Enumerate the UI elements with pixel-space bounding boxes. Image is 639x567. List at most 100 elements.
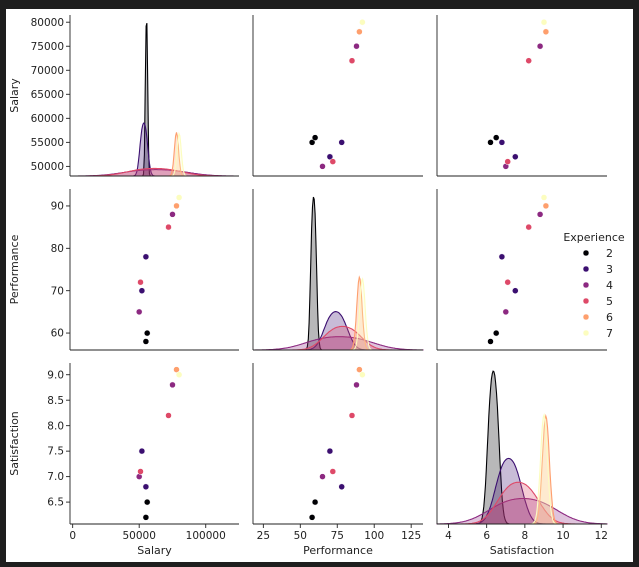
point-satisfaction-vs-performance-2 <box>326 447 334 455</box>
point-satisfaction-vs-performance-6 <box>329 468 337 475</box>
x-ticks-performance: 25 50 75 100 125 <box>257 524 421 542</box>
point-satisfaction-vs-performance-4 <box>319 473 326 480</box>
x-tick-label: 75 <box>331 530 344 542</box>
y-axis-label: Performance <box>8 234 21 304</box>
point-performance-vs-salary-0 <box>142 338 150 345</box>
point-salary-vs-performance-9 <box>359 18 366 26</box>
kde-salary-experience-2 <box>70 22 239 177</box>
point-performance-vs-salary-8 <box>173 202 180 210</box>
point-salary-vs-performance-8 <box>356 28 363 36</box>
point-satisfaction-vs-salary-1 <box>143 498 151 506</box>
x-axis-label: Performance <box>303 544 373 557</box>
y-tick-label: 75000 <box>31 41 64 53</box>
x-tick-label: 6 <box>483 530 490 542</box>
y-tick-label: 50000 <box>31 161 64 173</box>
x-tick-label: 12 <box>595 530 608 542</box>
x-tick-label: 0 <box>69 530 76 542</box>
x-tick-label: 50 <box>294 530 307 542</box>
point-salary-vs-performance-7 <box>348 57 356 64</box>
point-performance-vs-salary-1 <box>143 329 151 337</box>
y-tick-label: 65000 <box>31 89 64 101</box>
point-salary-vs-performance-2 <box>326 153 334 161</box>
point-salary-vs-performance-6 <box>329 158 337 165</box>
y-ticks-performance: 60 70 80 90 <box>51 201 70 340</box>
point-satisfaction-vs-performance-8 <box>356 366 363 373</box>
y-tick-label: 7.0 <box>47 471 64 483</box>
y-tick-label: 80 <box>51 243 64 255</box>
legend-item-4: 4 <box>582 279 613 292</box>
point-satisfaction-vs-performance-5 <box>353 381 360 389</box>
point-performance-vs-satisfaction-6 <box>504 278 511 286</box>
legend: Experience 2 3 4 5 6 7 <box>563 231 625 340</box>
x-ticks-satisfaction: 4 6 8 10 12 <box>445 524 608 542</box>
point-performance-vs-salary-2 <box>138 287 146 294</box>
point-performance-vs-salary-9 <box>175 194 183 201</box>
x-tick-label: 100000 <box>186 530 226 542</box>
y-tick-label: 9.0 <box>47 369 64 381</box>
kde-performance-experience-5 <box>253 325 423 351</box>
x-tick-label: 125 <box>401 530 421 542</box>
x-tick-label: 10 <box>556 530 569 542</box>
point-performance-vs-salary-6 <box>137 278 144 286</box>
legend-marker <box>582 265 590 273</box>
point-satisfaction-vs-performance-3 <box>338 483 345 491</box>
panel-performance-vs-performance <box>252 189 424 351</box>
legend-label: 7 <box>606 327 613 340</box>
panel-salary-vs-salary <box>69 15 239 177</box>
y-tick-label: 70000 <box>31 65 64 77</box>
y-tick-label: 6.5 <box>47 497 64 509</box>
point-salary-vs-satisfaction-0 <box>487 139 494 146</box>
legend-label: 6 <box>606 311 613 324</box>
point-satisfaction-vs-salary-5 <box>169 381 176 389</box>
legend-label: 2 <box>606 247 613 260</box>
y-tick-label: 55000 <box>31 137 64 149</box>
panel-satisfaction-vs-performance <box>252 363 423 525</box>
point-salary-vs-satisfaction-1 <box>492 134 500 141</box>
y-axis-label: Salary <box>8 78 21 113</box>
y-ticks-salary: 50000 55000 60000 65000 70000 75000 80000 <box>31 17 70 173</box>
point-performance-vs-satisfaction-7 <box>525 223 532 231</box>
point-salary-vs-satisfaction-7 <box>525 57 532 64</box>
panel-satisfaction-vs-satisfaction <box>436 363 608 525</box>
x-tick-label: 50000 <box>122 530 155 542</box>
kde-satisfaction-experience-5 <box>437 481 607 525</box>
point-salary-vs-satisfaction-9 <box>540 18 548 26</box>
point-performance-vs-salary-4 <box>135 308 143 316</box>
x-axis-label: Salary <box>137 544 172 557</box>
legend-item-5: 5 <box>582 295 613 308</box>
legend-marker <box>582 281 590 289</box>
point-performance-vs-satisfaction-9 <box>540 194 548 201</box>
point-satisfaction-vs-salary-8 <box>173 366 180 373</box>
point-satisfaction-vs-salary-3 <box>142 483 150 491</box>
panel-salary-vs-satisfaction <box>436 15 607 177</box>
point-salary-vs-performance-1 <box>311 134 319 141</box>
point-performance-vs-satisfaction-3 <box>498 253 506 261</box>
legend-item-6: 6 <box>582 311 613 324</box>
point-salary-vs-satisfaction-2 <box>512 153 519 161</box>
y-tick-label: 90 <box>51 201 64 213</box>
y-tick-label: 8.5 <box>47 395 64 407</box>
point-performance-vs-satisfaction-1 <box>492 329 500 337</box>
point-performance-vs-satisfaction-4 <box>502 308 510 316</box>
point-satisfaction-vs-performance-9 <box>359 371 366 378</box>
x-axis-label: Satisfaction <box>490 544 555 557</box>
legend-marker <box>582 297 590 305</box>
point-satisfaction-vs-salary-2 <box>138 447 146 455</box>
pairplot-chart: 50000 55000 60000 65000 70000 75000 80000 Salar… <box>8 15 625 557</box>
point-performance-vs-satisfaction-0 <box>487 338 494 345</box>
point-performance-vs-satisfaction-5 <box>536 211 544 218</box>
legend-item-2: 2 <box>582 247 613 260</box>
point-salary-vs-satisfaction-6 <box>504 158 511 165</box>
panel-performance-vs-satisfaction <box>436 189 607 351</box>
figure: 50000 55000 60000 65000 70000 75000 80000 Salar… <box>6 9 633 562</box>
y-tick-label: 60 <box>51 328 64 340</box>
point-performance-vs-satisfaction-2 <box>512 287 519 294</box>
point-satisfaction-vs-performance-7 <box>348 412 356 419</box>
legend-marker <box>582 313 590 321</box>
point-salary-vs-performance-4 <box>319 163 326 170</box>
point-salary-vs-satisfaction-5 <box>536 42 544 50</box>
point-salary-vs-performance-5 <box>353 42 360 50</box>
x-tick-label: 25 <box>257 530 270 542</box>
point-performance-vs-salary-3 <box>142 253 150 261</box>
kde-performance-experience-4 <box>253 336 424 351</box>
